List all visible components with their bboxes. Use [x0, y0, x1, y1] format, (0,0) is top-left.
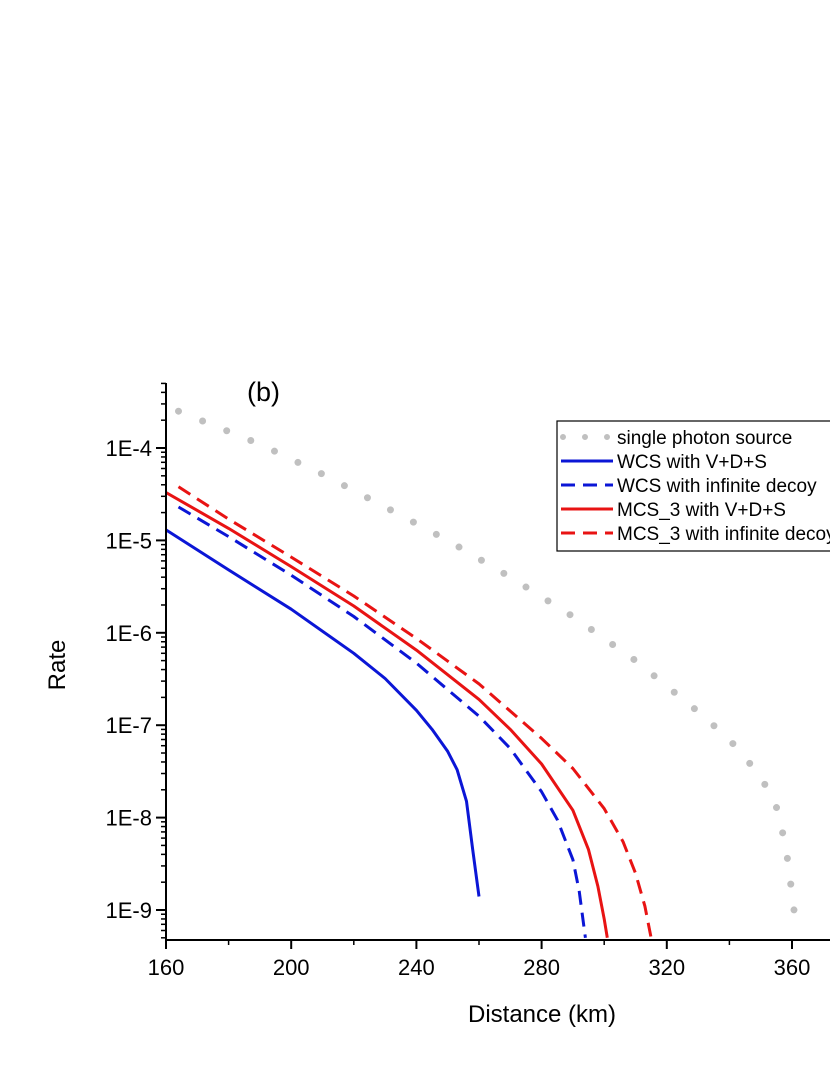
legend-label-5: MCS_3 with infinite decoy [617, 524, 830, 545]
x-tick-label: 360 [774, 955, 811, 980]
series-layer [166, 407, 799, 939]
y-tick-label: 1E-8 [106, 806, 152, 831]
y-tick-label: 1E-4 [106, 436, 152, 461]
x-tick-label: 320 [648, 955, 685, 980]
series-line-1 [175, 407, 799, 923]
x-tick-label: 200 [273, 955, 310, 980]
axes-layer: 160 200 240 280 320 360 1E-9 1E-8 1E-7 1E-6 1E-5 1E… [106, 382, 830, 980]
y-axis-title: Rate [44, 640, 71, 691]
y-tick-label: 1E-5 [106, 528, 152, 553]
series-line-3 [177, 505, 587, 938]
legend-label-4: MCS_3 with V+D+S [617, 500, 786, 521]
panel-label: (b) [247, 377, 280, 407]
series-line-2 [166, 528, 481, 897]
x-tick-label: 240 [398, 955, 435, 980]
series-line-4 [166, 491, 609, 939]
y-tick-label: 1E-7 [106, 713, 152, 738]
y-tick-label: 1E-9 [106, 898, 152, 923]
x-tick-label: 160 [148, 955, 185, 980]
series-line-5 [177, 485, 653, 939]
legend-label-3: WCS with infinite decoy [617, 476, 817, 497]
legend-label-1: single photon source [617, 428, 792, 449]
y-tick-label: 1E-6 [106, 621, 152, 646]
x-axis-title: Distance (km) [468, 1001, 616, 1028]
legend-label-2: WCS with V+D+S [617, 452, 767, 473]
x-tick-label: 280 [523, 955, 560, 980]
legend-box [556, 420, 830, 552]
legend: single photon source WCS with V+D+S WCS wi… [556, 420, 830, 552]
